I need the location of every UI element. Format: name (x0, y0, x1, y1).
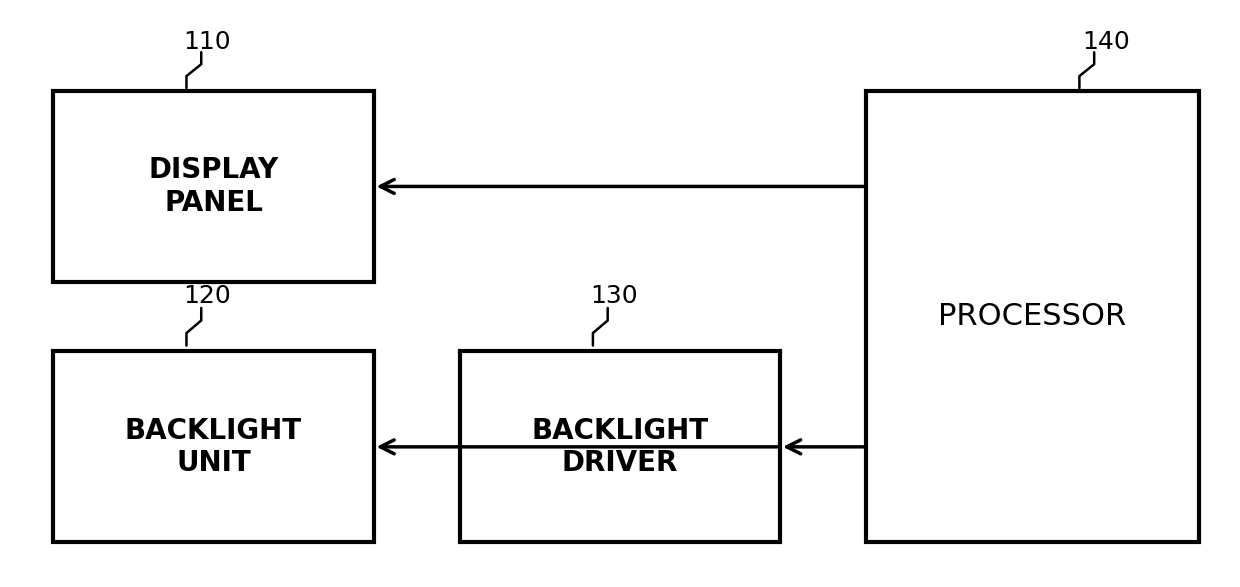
Text: DISPLAY
PANEL: DISPLAY PANEL (149, 156, 279, 217)
Text: BACKLIGHT
DRIVER: BACKLIGHT DRIVER (532, 417, 708, 477)
Text: 130: 130 (590, 284, 637, 308)
Bar (460, 352, 780, 542)
Text: 110: 110 (184, 30, 231, 54)
Bar (53, 352, 373, 542)
Text: BACKLIGHT
UNIT: BACKLIGHT UNIT (125, 417, 303, 477)
Bar (53, 91, 373, 282)
Text: PROCESSOR: PROCESSOR (939, 302, 1127, 331)
Bar (867, 91, 1199, 542)
Text: 120: 120 (184, 284, 232, 308)
Text: 140: 140 (1083, 30, 1131, 54)
